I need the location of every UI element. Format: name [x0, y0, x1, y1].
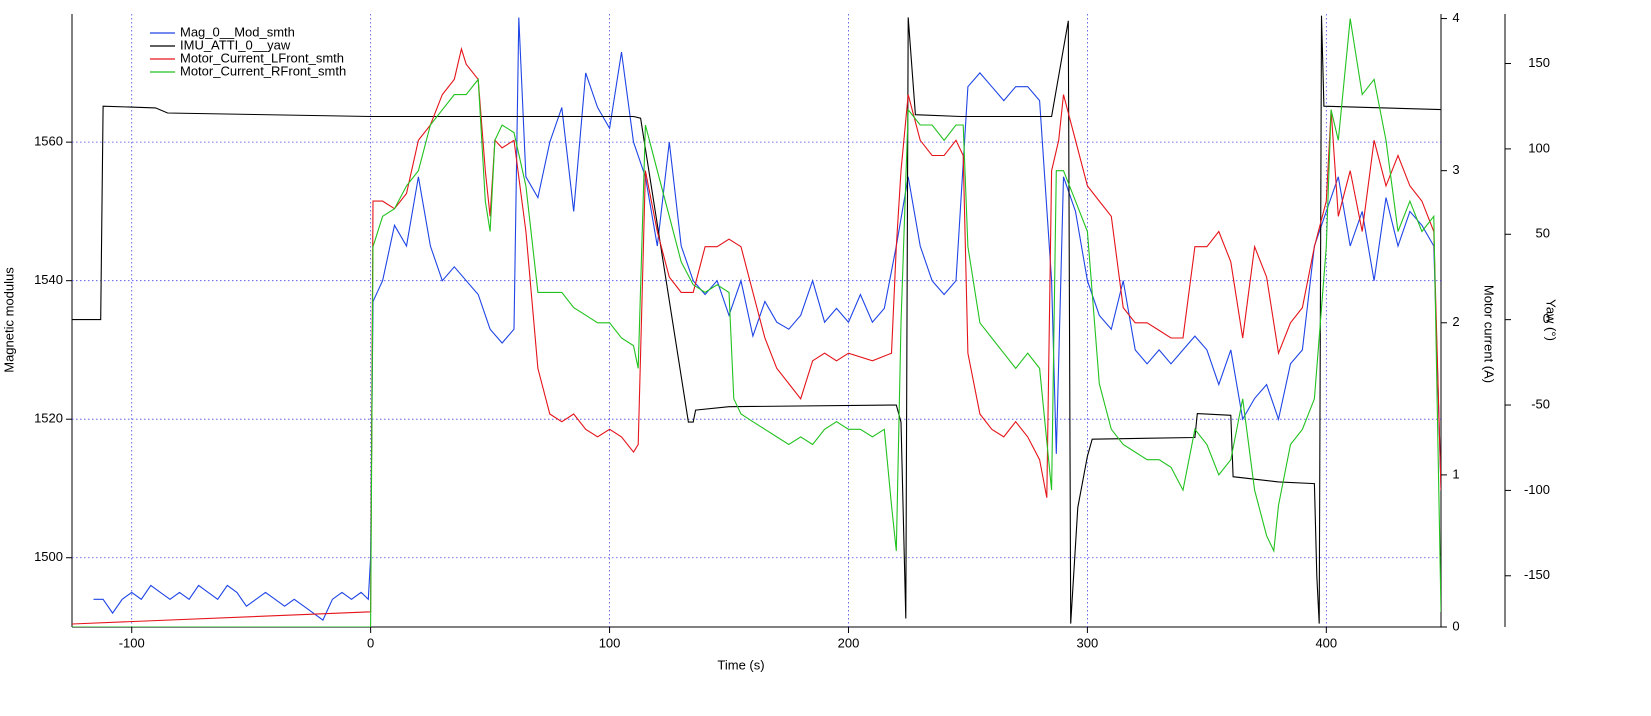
y3-tick-label: 150 — [1528, 55, 1550, 70]
y3-tick-label: -50 — [1531, 396, 1550, 411]
x-tick-label: 100 — [599, 635, 621, 650]
y2-tick-label: 0 — [1452, 618, 1459, 633]
series-line — [72, 18, 1441, 627]
legend-label: Motor_Current_RFront_smth — [180, 63, 346, 78]
x-tick-label: 300 — [1077, 635, 1099, 650]
y-tick-label: 1540 — [34, 272, 63, 287]
x-axis-label: Time (s) — [717, 657, 764, 672]
y-axis-label: Magnetic modulus — [1, 267, 16, 373]
x-tick-label: 400 — [1315, 635, 1337, 650]
plot-area — [72, 15, 1441, 627]
y2-tick-label: 4 — [1452, 10, 1459, 25]
y-tick-label: 1560 — [34, 134, 63, 149]
series-line — [72, 46, 1441, 625]
y2-axis-label: Motor current (A) — [1482, 285, 1497, 383]
y3-axis-label: Yaw (°) — [1544, 299, 1559, 341]
x-tick-label: 200 — [838, 635, 860, 650]
y2-tick-label: 1 — [1452, 466, 1459, 481]
y3-tick-label: 0 — [1543, 311, 1550, 326]
legend-label: IMU_ATTI_0__yaw — [180, 37, 291, 52]
y2-tick-label: 2 — [1452, 314, 1459, 329]
y-tick-label: 1500 — [34, 549, 63, 564]
legend-label: Motor_Current_LFront_smth — [180, 50, 344, 65]
x-tick-label: 0 — [367, 635, 374, 650]
y2-tick-label: 3 — [1452, 162, 1459, 177]
legend-label: Mag_0__Mod_smth — [180, 24, 295, 39]
y3-tick-label: 100 — [1528, 140, 1550, 155]
series-line — [72, 15, 1441, 624]
y-tick-label: 1520 — [34, 411, 63, 426]
series-line — [93, 17, 1441, 621]
x-tick-label: -100 — [119, 635, 145, 650]
y3-tick-label: 50 — [1536, 226, 1550, 241]
y3-tick-label: -100 — [1524, 482, 1550, 497]
y3-tick-label: -150 — [1524, 567, 1550, 582]
